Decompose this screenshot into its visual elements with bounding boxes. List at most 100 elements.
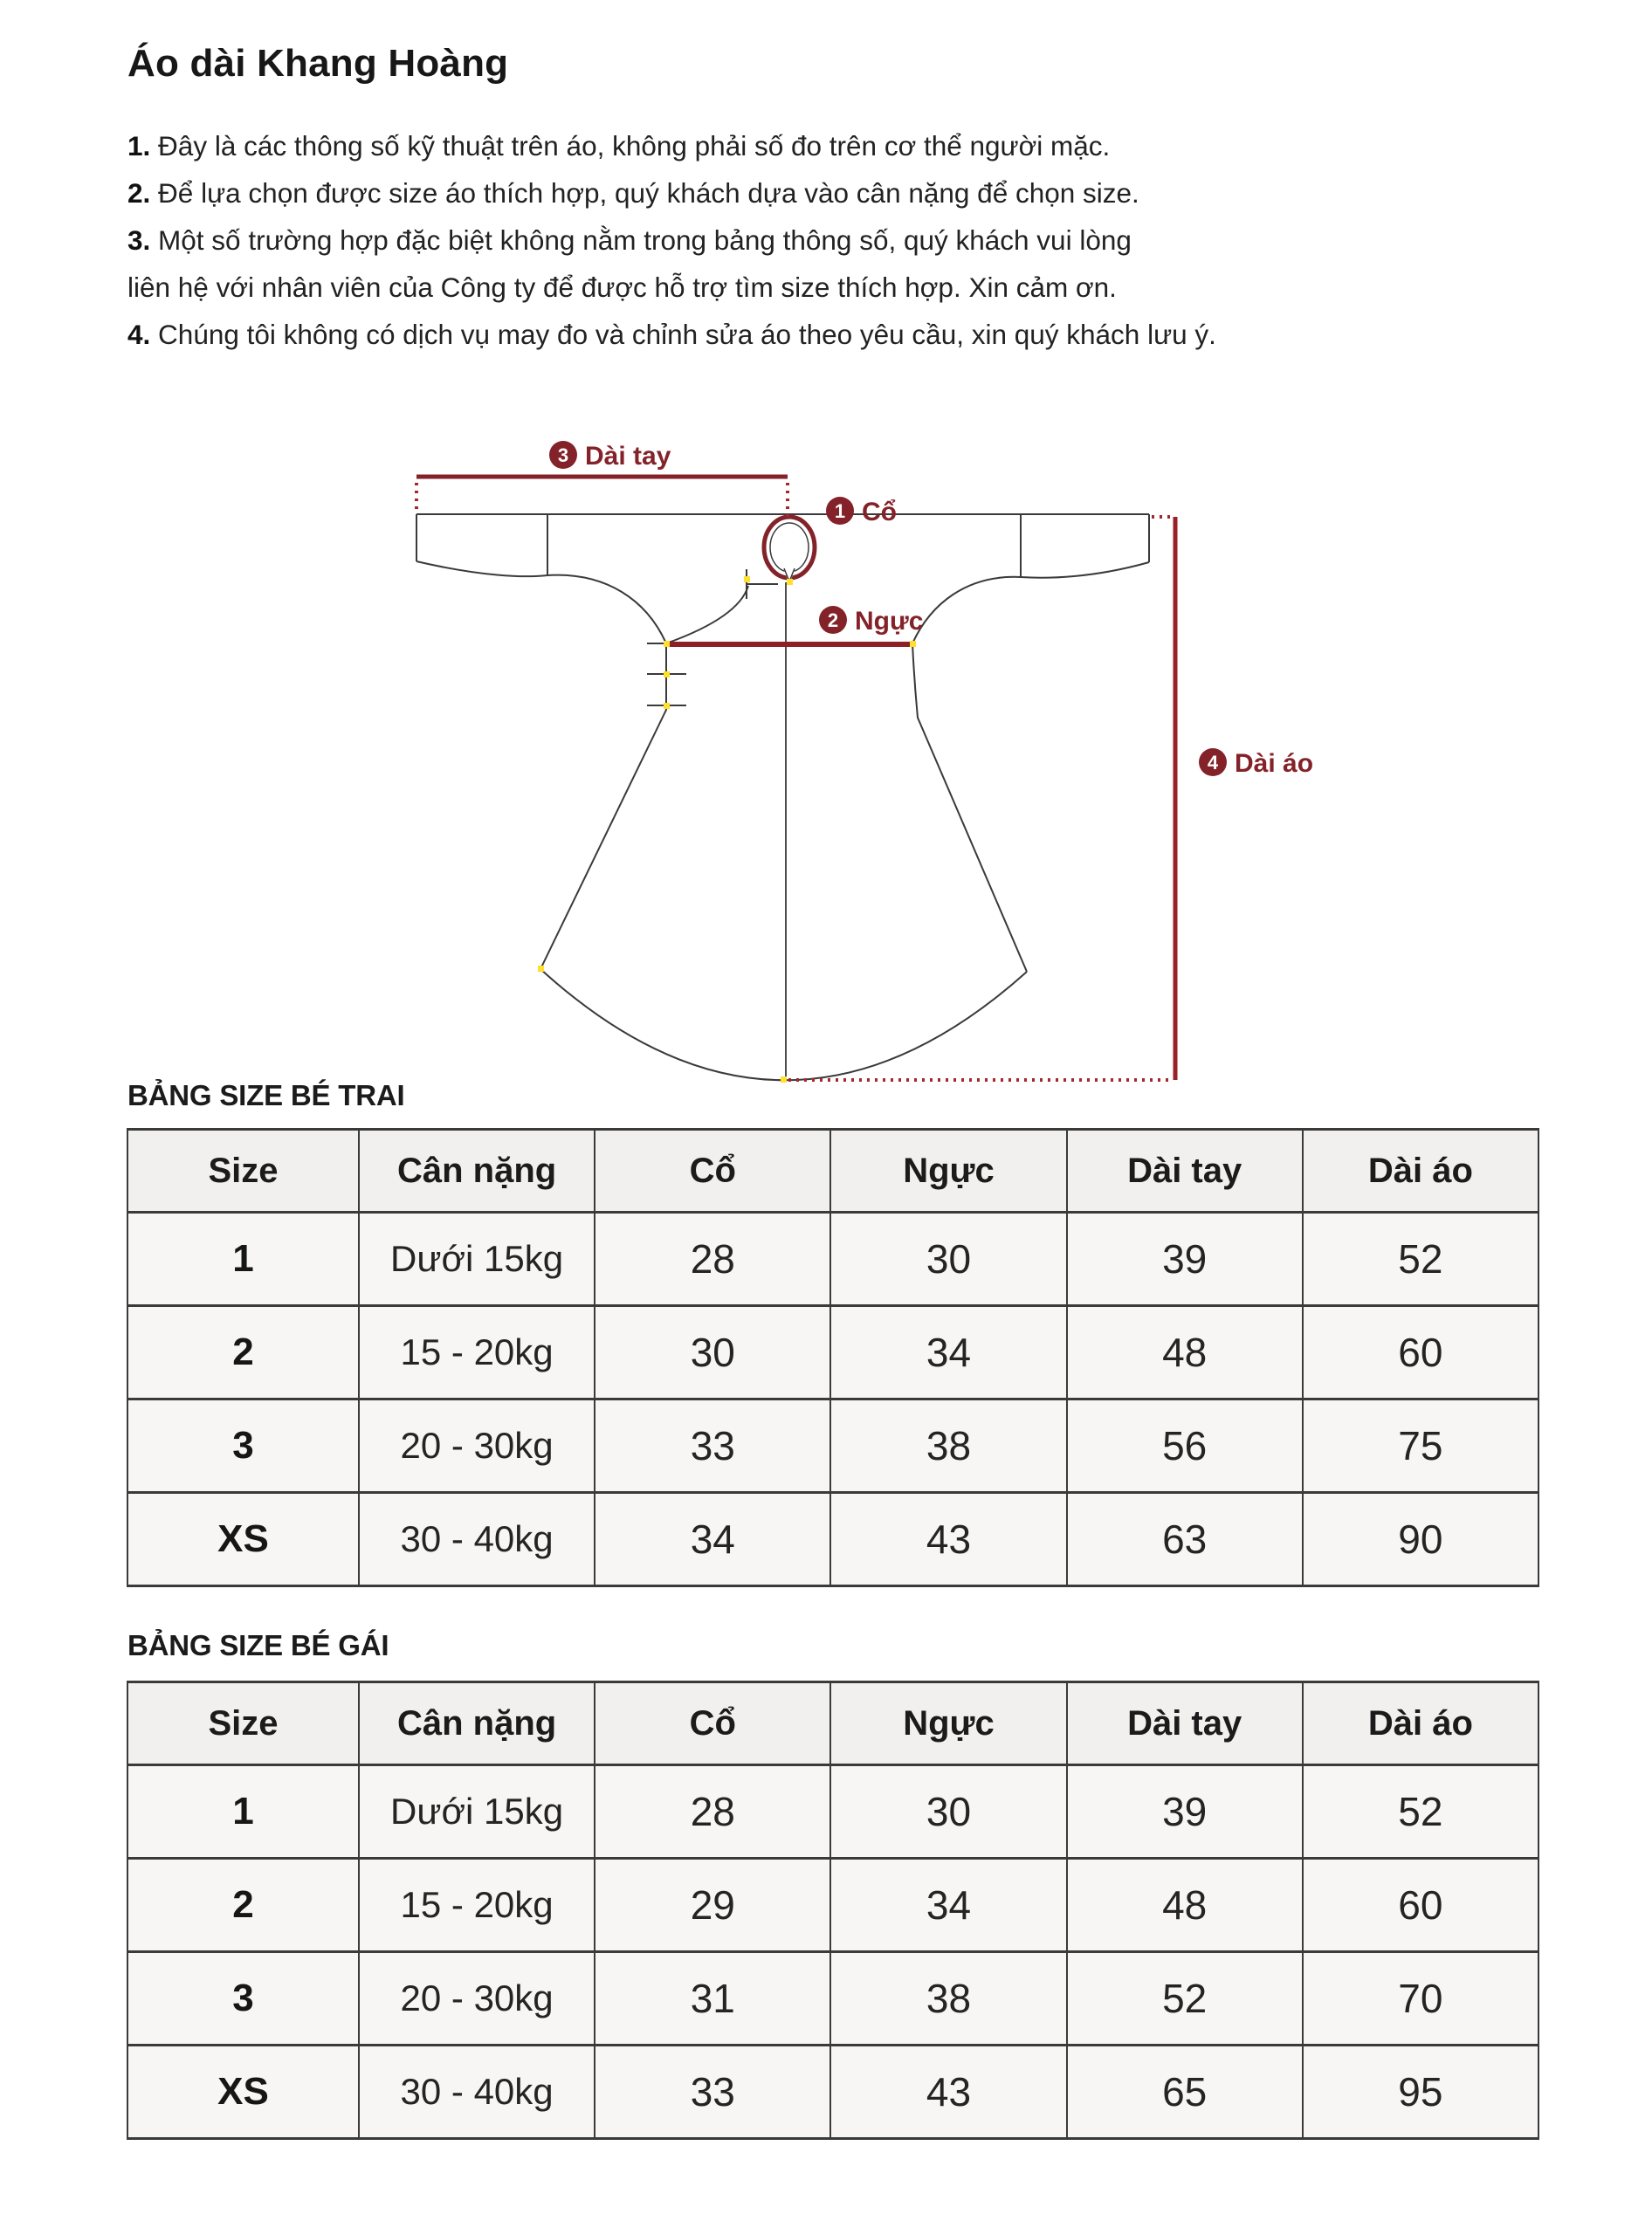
column-header: Dài tay [1065, 1681, 1304, 1766]
measure-label-sleeve: 3 Dài tay [549, 441, 671, 471]
note-item: 2. Để lựa chọn được size áo thích hợp, q… [127, 169, 1216, 217]
table-cell: 60 [1301, 1304, 1540, 1400]
note-text: Để lựa chọn được size áo thích hợp, quý … [158, 177, 1139, 209]
header-row: Size Cân nặng Cổ Ngực Dài tay Dài áo [127, 1681, 1540, 1766]
note-item: 4. Chúng tôi không có dịch vụ may đo và … [127, 311, 1216, 358]
badge-circle [1199, 748, 1227, 776]
column-header: Cân nặng [357, 1128, 596, 1214]
table-cell: 60 [1301, 1857, 1540, 1953]
table-cell: 20 - 30kg [357, 1398, 596, 1494]
column-header: Cân nặng [357, 1681, 596, 1766]
table-cell: 3 [127, 1950, 360, 2046]
seam-markers [538, 576, 916, 1083]
table-cell: 30 - 40kg [357, 1491, 596, 1587]
table-cell: 43 [829, 1491, 1068, 1587]
table-cell: 70 [1301, 1950, 1540, 2046]
column-header: Dài tay [1065, 1128, 1304, 1214]
table-row: 1 Dưới 15kg 28 30 39 52 [127, 1764, 1540, 1860]
table-cell: 52 [1301, 1211, 1540, 1307]
table-cell: 43 [829, 2044, 1068, 2140]
measure-label-neck: 1 Cổ [826, 497, 897, 526]
table-cell: 31 [594, 1950, 832, 2046]
note-text: Chúng tôi không có dịch vụ may đo và chỉ… [158, 319, 1216, 350]
table-cell: 56 [1065, 1398, 1304, 1494]
table-cell: Dưới 15kg [357, 1764, 596, 1860]
table-cell: 28 [594, 1764, 832, 1860]
table-cell: 15 - 20kg [357, 1857, 596, 1953]
girls-table-title: BẢNG SIZE BÉ GÁI [127, 1629, 389, 1661]
table-cell: 34 [594, 1491, 832, 1587]
measure-label-text: Cổ [862, 498, 897, 526]
table-cell: 39 [1065, 1764, 1304, 1860]
badge-number: 4 [1208, 752, 1219, 774]
note-item: 1. Đây là các thông số kỹ thuật trên áo,… [127, 122, 1216, 169]
badge-circle [826, 497, 854, 525]
column-header: Cổ [594, 1128, 832, 1214]
table-cell: 15 - 20kg [357, 1304, 596, 1400]
table-cell: 38 [829, 1950, 1068, 2046]
table-cell: 95 [1301, 2044, 1540, 2140]
table-cell: 90 [1301, 1491, 1540, 1587]
badge-number: 1 [835, 500, 845, 522]
table-cell: 75 [1301, 1398, 1540, 1494]
table-cell: 48 [1065, 1304, 1304, 1400]
table-cell: XS [127, 2044, 360, 2140]
measure-label-chest: 2 Ngực [819, 606, 923, 636]
badge-number: 3 [558, 444, 568, 466]
note-number: 1. [127, 130, 151, 162]
table-cell: 30 [829, 1764, 1068, 1860]
table-cell: 2 [127, 1304, 360, 1400]
column-header: Size [127, 1681, 360, 1766]
note-number: 2. [127, 177, 151, 209]
table-row: 3 20 - 30kg 31 38 52 70 [127, 1950, 1540, 2046]
table-cell: 33 [594, 1398, 832, 1494]
measure-lines [415, 474, 1178, 1082]
note-number: 3. [127, 224, 151, 256]
column-header: Dài áo [1301, 1681, 1540, 1766]
column-header: Ngực [829, 1128, 1068, 1214]
ao-dai-measurement-diagram: 3 Dài tay 1 Cổ 2 Ngực 4 Dài áo [415, 441, 1313, 1083]
collar-ring [761, 514, 817, 584]
measure-label-text: Dài áo [1235, 749, 1313, 778]
table-cell: XS [127, 1491, 360, 1587]
table-row: 2 15 - 20kg 29 34 48 60 [127, 1857, 1540, 1953]
table-cell: 1 [127, 1764, 360, 1860]
header-row: Size Cân nặng Cổ Ngực Dài tay Dài áo [127, 1128, 1540, 1214]
table-cell: 20 - 30kg [357, 1950, 596, 2046]
table-row: 2 15 - 20kg 30 34 48 60 [127, 1304, 1540, 1400]
table-cell: 39 [1065, 1211, 1304, 1307]
table-cell: 52 [1065, 1950, 1304, 2046]
boys-size-table: Size Cân nặng Cổ Ngực Dài tay Dài áo 1 D… [127, 1128, 1540, 1587]
table-cell: Dưới 15kg [357, 1211, 596, 1307]
table-cell: 34 [829, 1857, 1068, 1953]
table-cell: 65 [1065, 2044, 1304, 2140]
badge-number: 2 [828, 609, 838, 631]
table-row: XS 30 - 40kg 34 43 63 90 [127, 1491, 1540, 1587]
table-cell: 28 [594, 1211, 832, 1307]
table-cell: 3 [127, 1398, 360, 1494]
boys-table-title: BẢNG SIZE BÉ TRAI [127, 1079, 405, 1111]
table-row: 3 20 - 30kg 33 38 56 75 [127, 1398, 1540, 1494]
measure-label-text: Ngực [855, 607, 923, 636]
girls-size-table: Size Cân nặng Cổ Ngực Dài tay Dài áo 1 D… [127, 1681, 1540, 2140]
table-cell: 30 [829, 1211, 1068, 1307]
table-cell: 34 [829, 1304, 1068, 1400]
table-cell: 33 [594, 2044, 832, 2140]
note-number: 4. [127, 319, 151, 350]
note-text-continued: liên hệ với nhân viên của Công ty để đượ… [127, 272, 1117, 303]
table-cell: 1 [127, 1211, 360, 1307]
table-row: 1 Dưới 15kg 28 30 39 52 [127, 1211, 1540, 1307]
column-header: Cổ [594, 1681, 832, 1766]
column-header: Ngực [829, 1681, 1068, 1766]
table-cell: 38 [829, 1398, 1068, 1494]
table-cell: 30 - 40kg [357, 2044, 596, 2140]
table-row: XS 30 - 40kg 33 43 65 95 [127, 2044, 1540, 2140]
table-cell: 63 [1065, 1491, 1304, 1587]
table-cell: 30 [594, 1304, 832, 1400]
table-cell: 2 [127, 1857, 360, 1953]
measure-label-length: 4 Dài áo [1199, 748, 1313, 778]
badge-circle [819, 606, 847, 634]
page-title: Áo dài Khang Hoàng [127, 42, 509, 85]
column-header: Size [127, 1128, 360, 1214]
